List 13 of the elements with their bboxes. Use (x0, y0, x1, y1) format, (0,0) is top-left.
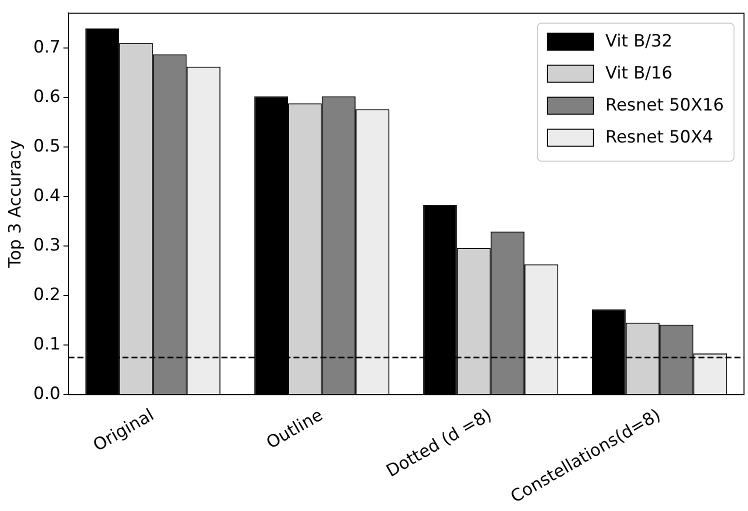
y-tick-label: 0.2 (33, 284, 60, 305)
legend-label: Vit B/32 (605, 32, 672, 52)
y-tick-label: 0.1 (33, 334, 60, 355)
legend-label: Resnet 50X4 (605, 128, 714, 148)
y-tick-label: 0.3 (33, 235, 60, 256)
legend-label: Vit B/16 (605, 64, 672, 84)
y-tick-label: 0.4 (33, 186, 60, 206)
legend-label: Resnet 50X16 (605, 96, 724, 116)
y-tick-label: 0.6 (33, 86, 60, 107)
y-tick-label: 0.5 (33, 136, 60, 156)
y-tick-label: 0.7 (33, 37, 60, 58)
y-tick-label: 0.0 (33, 384, 60, 404)
y-axis-title: Top 3 Accuracy (6, 140, 26, 269)
